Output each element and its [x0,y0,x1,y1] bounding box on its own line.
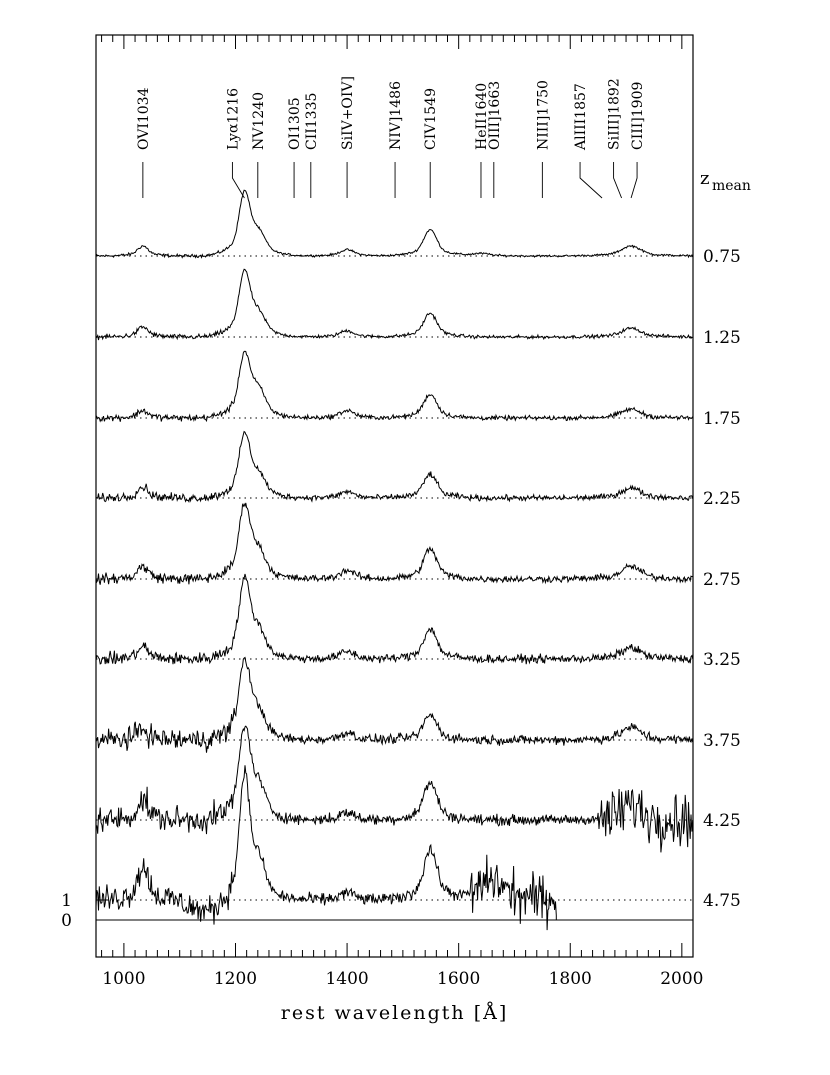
series-label: 3.25 [703,650,741,670]
line-marker-tick [231,162,245,199]
line-marker-label: OI1305 [287,97,303,150]
stack-key-heading: z [700,168,709,189]
spectrum-series [95,189,694,259]
line-marker-label: NV1240 [251,92,267,150]
line-marker-label: SiIII]1892 [607,78,623,150]
line-marker-tick [579,162,603,199]
series-label: 2.25 [703,489,741,509]
x-tick-label: 1200 [214,969,257,989]
series-label: 3.75 [703,731,741,751]
line-marker-label: HeII1640 [474,83,490,150]
series-label: 1.25 [703,328,741,348]
series-label: 4.75 [703,891,741,911]
series-label: 4.25 [703,811,741,831]
x-axis-label: rest wavelength [Å] [281,1002,509,1024]
line-marker-label: CII1335 [304,93,320,150]
spectrum-series [95,765,557,931]
plot-frame [95,34,694,958]
series-label: 1.75 [703,409,741,429]
line-marker-label: NIII]1750 [535,80,551,150]
spectrum-series [95,656,694,753]
y-tick-label: 1 [61,891,72,911]
spectrum-series [95,350,694,423]
line-marker-label: OVI1034 [136,87,152,150]
line-marker-label: SiIV+OIV] [340,76,356,150]
spectrum-series [95,502,693,585]
spectrum-series [95,430,694,503]
x-tick-label: 1600 [437,969,480,989]
line-marker-label: Lyα1216 [225,88,241,150]
line-marker-label: AlIII1857 [573,83,589,151]
line-marker-label: CIV1549 [423,88,439,150]
x-tick-label: 1000 [102,969,145,989]
spectrum-series [95,268,693,341]
x-tick-label: 1800 [549,969,592,989]
spectrum-series [95,573,694,665]
stack-key-subscript: mean [712,178,751,194]
line-marker-label: NIV]1486 [388,81,404,150]
line-marker-tick [630,162,638,199]
series-label: 2.75 [703,570,741,590]
spectrum-series [95,725,694,853]
line-marker-label: OIII]1663 [487,81,503,150]
y-tick-label: 0 [61,911,72,931]
series-label: 0.75 [703,247,741,267]
line-marker-label: CIII]1909 [630,82,646,150]
line-marker-tick [613,162,623,199]
x-tick-label: 2000 [660,969,703,989]
x-tick-label: 1400 [325,969,368,989]
